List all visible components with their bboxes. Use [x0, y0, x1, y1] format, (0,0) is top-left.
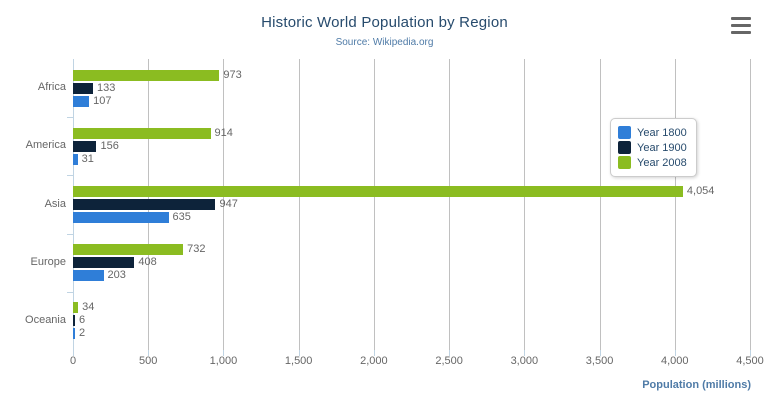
legend-label: Year 2008 [637, 156, 687, 169]
bar-value-label: 4,054 [686, 185, 715, 197]
hamburger-bar [731, 17, 751, 20]
bar[interactable] [73, 69, 220, 81]
x-tick-mark [373, 350, 375, 356]
hamburger-bar [731, 24, 751, 27]
x-tick-label: 3,500 [585, 355, 614, 367]
y-tick-mark [67, 291, 73, 293]
legend-item[interactable]: Year 1800 [618, 125, 687, 140]
bar-value-label: 31 [81, 152, 94, 165]
bar[interactable] [73, 199, 216, 210]
gridline [298, 59, 300, 350]
y-axis-labels: Africa America Asia Europe Oceania [0, 59, 66, 350]
x-tick-mark [449, 350, 451, 356]
bar-value-label: 732 [187, 243, 206, 256]
bar-value-label: 947 [219, 198, 238, 210]
x-tick-mark [599, 350, 601, 356]
legend-item[interactable]: Year 1900 [618, 140, 687, 155]
y-tick-mark [67, 175, 73, 177]
gridline [524, 59, 526, 350]
gridline [599, 59, 601, 350]
bar[interactable] [73, 186, 683, 197]
x-tick-label: 2,500 [435, 355, 463, 367]
x-tick-label: 4,500 [736, 355, 764, 367]
y-axis-category-label: Oceania [25, 313, 66, 326]
bar-value-label: 408 [138, 256, 157, 269]
y-axis-category-label: America [25, 139, 66, 152]
bar[interactable] [73, 270, 104, 282]
chart-title: Historic World Population by Region [261, 14, 508, 31]
hamburger-bar [731, 31, 751, 34]
bar[interactable] [73, 140, 97, 152]
y-tick-mark [67, 233, 73, 235]
x-tick-mark [148, 350, 150, 356]
bar[interactable] [73, 95, 90, 107]
x-axis-title: Population (millions) [642, 379, 751, 391]
gridline [674, 59, 676, 350]
legend-color-swatch [618, 126, 631, 139]
plot-area: 973 133 107 914 156 31 4,054 947 635 732 408 203 34 6… [73, 59, 751, 350]
gridline [449, 59, 451, 350]
x-tick-label: 1,500 [284, 355, 313, 367]
x-tick-mark [223, 350, 225, 356]
bar[interactable] [73, 302, 79, 314]
x-tick-mark [73, 350, 74, 356]
hamburger-menu-icon[interactable] [731, 17, 751, 34]
x-tick-label: 3,000 [510, 355, 539, 367]
bar-value-label: 914 [214, 126, 233, 139]
legend-color-swatch [618, 141, 631, 154]
x-tick-label: 500 [139, 355, 158, 367]
bar[interactable] [73, 244, 184, 256]
y-axis-category-label: Africa [37, 81, 66, 94]
x-tick-label: 2,000 [360, 355, 388, 367]
x-axis-labels: 0 500 1,000 1,500 2,000 2,500 3,000 3,500 4,000 4… [0, 355, 769, 373]
gridline [373, 59, 375, 350]
chart-subtitle: Source: Wikipedia.org [335, 37, 434, 48]
x-tick-mark [750, 350, 751, 356]
bar[interactable] [73, 82, 93, 94]
y-tick-mark [67, 117, 73, 119]
bar[interactable] [73, 328, 75, 340]
x-tick-mark [674, 350, 676, 356]
bar-value-label: 203 [107, 269, 126, 282]
bar[interactable] [73, 127, 211, 139]
legend-item[interactable]: Year 2008 [618, 155, 687, 170]
bar-value-label: 635 [172, 211, 191, 223]
bar-value-label: 2 [79, 327, 86, 340]
gridline [223, 59, 225, 350]
y-axis-category-label: Asia [44, 197, 66, 210]
legend-label: Year 1900 [637, 141, 687, 154]
bar-value-label: 6 [79, 314, 86, 327]
bar-value-label: 133 [97, 81, 116, 94]
x-tick-mark [524, 350, 526, 356]
bar-value-label: 107 [93, 94, 112, 107]
bar[interactable] [73, 212, 169, 223]
bar[interactable] [73, 153, 78, 165]
x-tick-label: 0 [69, 355, 77, 367]
x-tick-mark [298, 350, 300, 356]
bar-value-label: 156 [100, 139, 119, 152]
x-tick-label: 4,000 [661, 355, 689, 367]
bar-value-label: 34 [82, 301, 95, 314]
bar-value-label: 973 [223, 68, 242, 81]
x-tick-label: 1,000 [209, 355, 238, 367]
bar[interactable] [73, 315, 75, 327]
legend-color-swatch [618, 156, 631, 169]
gridline [750, 59, 751, 350]
legend-label: Year 1800 [637, 126, 687, 139]
chart-legend: Year 1800 Year 1900 Year 2008 [610, 118, 697, 177]
y-axis-category-label: Europe [30, 255, 66, 268]
bar[interactable] [73, 257, 135, 269]
